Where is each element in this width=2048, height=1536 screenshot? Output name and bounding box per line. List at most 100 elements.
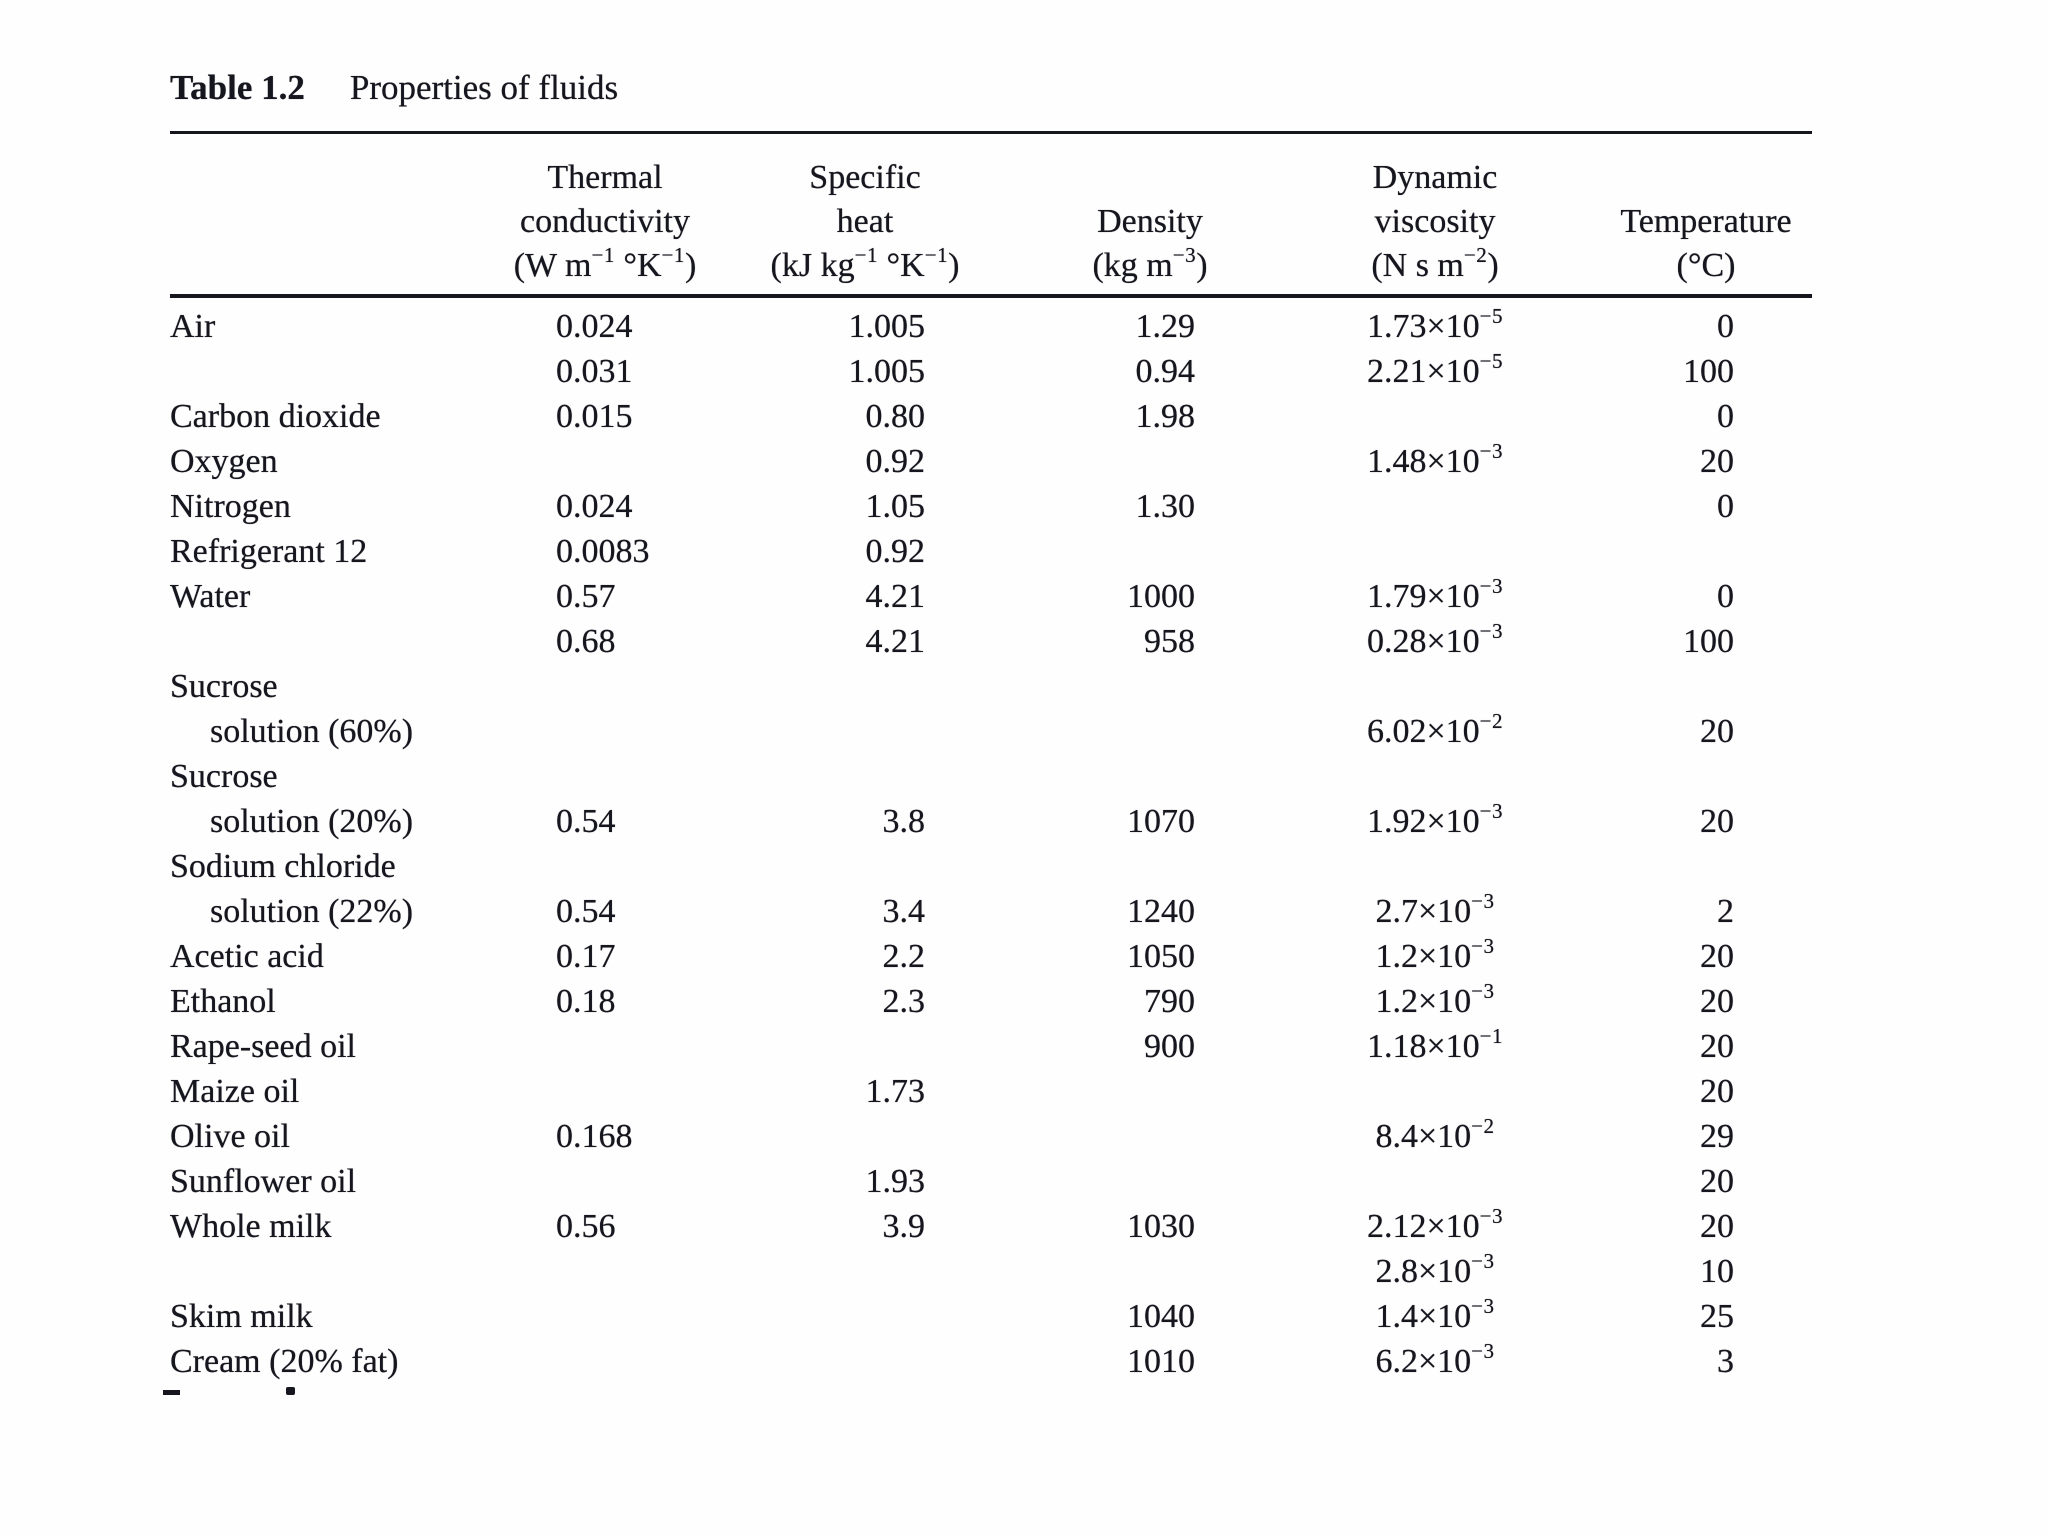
cell-cp bbox=[700, 709, 1030, 754]
cell-rho: 1040 bbox=[1127, 1298, 1195, 1335]
table-row: Refrigerant 12 0.0083 0.92 bbox=[170, 529, 1812, 574]
truncated-text-fragment bbox=[163, 1390, 180, 1395]
cell-rho: 1010 bbox=[1127, 1343, 1195, 1380]
cell-rho: 1240 bbox=[1127, 893, 1195, 930]
cell-substance: Sunflower oil bbox=[170, 1163, 357, 1200]
cell-cp: 1.73 bbox=[865, 1073, 926, 1110]
column-header-line: heat bbox=[836, 203, 894, 240]
cell-cp bbox=[700, 1294, 1030, 1339]
cell-cp: 0.92 bbox=[865, 533, 926, 570]
table-row: Acetic acid 0.17 2.2 1050 1.2×10−3 20 bbox=[170, 934, 1812, 979]
cell-t: 3 bbox=[1717, 1343, 1734, 1380]
table-header-row: Thermal conductivity (W m−1 °K−1) Specific h… bbox=[170, 140, 1812, 292]
column-header-unit: (N s m−2) bbox=[1371, 242, 1499, 284]
cell-t bbox=[1600, 529, 1812, 574]
cell-t: 100 bbox=[1683, 623, 1734, 660]
truncated-text-fragment bbox=[286, 1387, 295, 1395]
cell-substance: Skim milk bbox=[170, 1298, 313, 1335]
cell-k: 0.024 bbox=[556, 308, 633, 345]
table-row: Sunflower oil 1.93 20 bbox=[170, 1159, 1812, 1204]
cell-substance: Air bbox=[170, 308, 216, 345]
cell-substance: solution (20%) bbox=[210, 803, 414, 840]
column-header-line: Thermal bbox=[547, 159, 663, 196]
cell-rho bbox=[1030, 664, 1270, 709]
cell-t: 2 bbox=[1717, 893, 1734, 930]
column-header-temperature: Temperature (°C) bbox=[1600, 200, 1812, 292]
cell-k: 0.024 bbox=[556, 488, 633, 525]
cell-rho bbox=[1030, 1159, 1270, 1204]
cell-t: 20 bbox=[1700, 1073, 1734, 1110]
table-row: Skim milk 1040 1.4×10−3 25 bbox=[170, 1294, 1812, 1339]
cell-rho bbox=[1030, 1114, 1270, 1159]
cell-mu: 1.73×10−5 bbox=[1366, 303, 1504, 345]
cell-cp: 3.8 bbox=[882, 803, 926, 840]
table-caption: Properties of fluids bbox=[349, 68, 619, 107]
cell-substance: solution (60%) bbox=[210, 713, 414, 750]
cell-cp: 3.9 bbox=[882, 1208, 926, 1245]
cell-t: 20 bbox=[1700, 1163, 1734, 1200]
cell-substance: Sucrose bbox=[170, 668, 278, 705]
table-row: Oxygen 0.92 1.48×10−3 20 bbox=[170, 439, 1812, 484]
cell-k bbox=[510, 439, 700, 484]
cell-cp bbox=[700, 1249, 1030, 1294]
cell-k bbox=[510, 664, 700, 709]
table-row: Rape-seed oil 900 1.18×10−1 20 bbox=[170, 1024, 1812, 1069]
column-header-line: conductivity bbox=[520, 203, 690, 240]
cell-t: 0 bbox=[1717, 398, 1734, 435]
cell-mu: 1.4×10−3 bbox=[1375, 1293, 1495, 1335]
cell-substance: Carbon dioxide bbox=[170, 398, 381, 435]
column-header-unit: (kg m−3) bbox=[1092, 242, 1208, 284]
cell-k: 0.57 bbox=[556, 578, 616, 615]
cell-t bbox=[1600, 844, 1812, 889]
table-row: solution (20%) 0.54 3.8 1070 1.92×10−3 20 bbox=[170, 799, 1812, 844]
table-row: 2.8×10−3 10 bbox=[170, 1249, 1812, 1294]
column-header-unit: (W m−1 °K−1) bbox=[513, 242, 697, 284]
table-row: Olive oil 0.168 8.4×10−2 29 bbox=[170, 1114, 1812, 1159]
cell-mu: 1.48×10−3 bbox=[1366, 438, 1504, 480]
table-row: Sodium chloride bbox=[170, 844, 1812, 889]
column-header-line: Dynamic bbox=[1372, 159, 1498, 196]
cell-k bbox=[510, 844, 700, 889]
column-header-specific-heat: Specific heat (kJ kg−1 °K−1) bbox=[700, 156, 1030, 292]
cell-mu: 1.2×10−3 bbox=[1375, 978, 1495, 1020]
column-header-substance bbox=[170, 288, 510, 292]
cell-cp: 1.005 bbox=[848, 353, 926, 390]
cell-mu: 8.4×10−2 bbox=[1375, 1113, 1495, 1155]
cell-rho bbox=[1030, 844, 1270, 889]
table-body: Air 0.024 1.005 1.29 1.73×10−5 0 0.031 1.005 0.9… bbox=[170, 304, 1812, 1384]
cell-t: 29 bbox=[1700, 1118, 1734, 1155]
cell-t: 20 bbox=[1700, 803, 1734, 840]
cell-t: 20 bbox=[1700, 713, 1734, 750]
cell-substance: Sodium chloride bbox=[170, 848, 396, 885]
cell-cp bbox=[700, 1024, 1030, 1069]
cell-rho: 1000 bbox=[1127, 578, 1195, 615]
cell-t bbox=[1600, 754, 1812, 799]
header-rule bbox=[170, 294, 1812, 298]
table-row: Air 0.024 1.005 1.29 1.73×10−5 0 bbox=[170, 304, 1812, 349]
cell-mu: 0.28×10−3 bbox=[1366, 618, 1504, 660]
cell-k: 0.0083 bbox=[556, 533, 650, 570]
column-header-line: viscosity bbox=[1374, 203, 1496, 240]
column-header-density: Density (kg m−3) bbox=[1030, 200, 1270, 292]
cell-k: 0.54 bbox=[556, 803, 616, 840]
cell-t: 20 bbox=[1700, 983, 1734, 1020]
cell-rho bbox=[1030, 1249, 1270, 1294]
column-header-thermal-conductivity: Thermal conductivity (W m−1 °K−1) bbox=[510, 156, 700, 292]
table-row: Water 0.57 4.21 1000 1.79×10−3 0 bbox=[170, 574, 1812, 619]
cell-mu: 1.18×10−1 bbox=[1366, 1023, 1504, 1065]
cell-cp bbox=[700, 1114, 1030, 1159]
cell-t: 0 bbox=[1717, 308, 1734, 345]
cell-substance: Nitrogen bbox=[170, 488, 291, 525]
table-row: Sucrose bbox=[170, 754, 1812, 799]
cell-mu: 1.79×10−3 bbox=[1366, 573, 1504, 615]
cell-t: 0 bbox=[1717, 578, 1734, 615]
cell-cp bbox=[700, 754, 1030, 799]
cell-rho: 1070 bbox=[1127, 803, 1195, 840]
cell-mu: 6.02×10−2 bbox=[1366, 708, 1504, 750]
cell-cp: 1.93 bbox=[865, 1163, 926, 1200]
cell-rho bbox=[1030, 754, 1270, 799]
cell-rho: 1.98 bbox=[1135, 398, 1196, 435]
cell-rho: 1050 bbox=[1127, 938, 1195, 975]
cell-t: 25 bbox=[1700, 1298, 1734, 1335]
